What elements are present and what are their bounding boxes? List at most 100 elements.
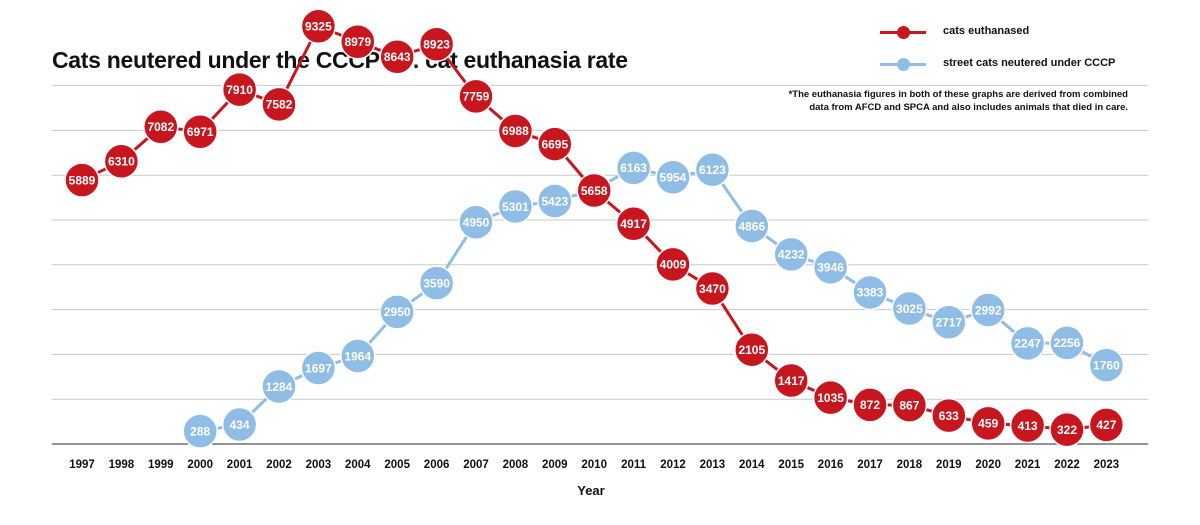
series-layer: 288 434 1284 1697 1964 2950 3590 4950 5301 5423 56… <box>64 8 1125 449</box>
data-label: 6123 <box>699 163 726 177</box>
data-label: 7910 <box>226 83 253 97</box>
data-label: 459 <box>978 417 998 431</box>
x-tick-label: 2017 <box>857 459 883 471</box>
data-label: 3946 <box>817 261 844 275</box>
data-label: 6695 <box>541 137 568 151</box>
data-point <box>418 265 455 301</box>
data-label: 3470 <box>699 282 726 296</box>
data-point <box>734 208 770 244</box>
footnote-line: data from AFCD and SPCA and also include… <box>809 102 1128 113</box>
data-label: 2247 <box>1014 337 1041 351</box>
data-point <box>1049 325 1085 361</box>
data-label: 633 <box>939 409 959 423</box>
data-label: 6988 <box>502 124 529 138</box>
data-point <box>852 387 888 423</box>
series-cats-euthanased: 5889 6310 7082 6971 7910 7582 9325 8979 8643 8923… <box>64 8 1125 448</box>
data-point <box>458 204 494 240</box>
x-tick-label: 2007 <box>463 459 489 471</box>
x-tick-label: 2009 <box>542 459 568 471</box>
data-point <box>1049 411 1085 448</box>
data-point <box>458 78 494 115</box>
data-point <box>182 413 218 449</box>
series-line <box>199 166 1108 433</box>
data-point <box>300 8 337 44</box>
data-point <box>379 39 415 75</box>
data-point <box>615 150 652 186</box>
data-point <box>221 406 258 443</box>
data-point <box>852 274 888 311</box>
data-label: 2992 <box>975 303 1002 317</box>
data-label: 4232 <box>778 248 805 262</box>
data-label: 4950 <box>463 216 490 230</box>
x-tick-label: 1997 <box>69 459 95 471</box>
data-point <box>655 246 691 283</box>
x-tick-label: 2003 <box>306 459 332 471</box>
data-point <box>891 387 928 423</box>
data-label: 427 <box>1096 418 1116 432</box>
data-point <box>379 294 415 330</box>
data-label: 8643 <box>384 50 411 64</box>
data-label: 322 <box>1057 423 1077 437</box>
data-label: 3025 <box>896 302 923 316</box>
x-tick-label: 2015 <box>778 459 804 471</box>
data-label: 5889 <box>69 173 96 187</box>
x-tick-label: 2010 <box>581 459 607 471</box>
data-point <box>221 71 258 108</box>
x-tick-label: 2022 <box>1054 459 1080 471</box>
data-point <box>340 338 376 374</box>
data-point <box>261 368 297 405</box>
data-label: 6310 <box>108 155 135 169</box>
data-point <box>418 26 455 62</box>
data-point <box>734 331 770 368</box>
data-label: 434 <box>230 418 250 432</box>
data-point <box>497 188 534 225</box>
legend-swatch-dot <box>897 58 910 71</box>
x-tick-label: 2008 <box>503 459 529 471</box>
series-street-cats-neutered: 288 434 1284 1697 1964 2950 3590 4950 5301 5423 56… <box>182 150 1125 449</box>
data-point <box>497 113 534 149</box>
data-point <box>340 23 376 60</box>
data-label: 6971 <box>187 125 214 139</box>
x-tick-label: 2021 <box>1015 459 1041 471</box>
footnote: *The euthanasia figures in both of these… <box>708 88 1128 114</box>
data-point <box>300 350 337 386</box>
data-label: 7759 <box>463 90 490 104</box>
data-point <box>1009 407 1046 444</box>
x-tick-label: 2004 <box>345 459 371 471</box>
data-point <box>1088 347 1125 383</box>
data-label: 5954 <box>660 171 687 185</box>
chart-title: Cats neutered under the CCCP Vs. cat eut… <box>52 47 628 73</box>
data-point <box>812 379 849 416</box>
data-point <box>537 183 573 219</box>
data-point <box>261 86 297 123</box>
legend-label-street-cats-neutered: street cats neutered under CCCP <box>943 57 1116 69</box>
data-label: 5658 <box>581 184 608 198</box>
data-label: 8979 <box>344 35 371 49</box>
data-point <box>773 236 809 273</box>
x-tick-label: 2006 <box>424 459 450 471</box>
data-label: 3383 <box>857 286 884 300</box>
data-point <box>970 405 1006 442</box>
data-point <box>694 151 731 188</box>
data-point <box>182 113 218 150</box>
data-point <box>1088 407 1125 443</box>
x-tick-label: 2018 <box>897 459 923 471</box>
x-tick-label: 2001 <box>227 459 253 471</box>
data-point <box>1009 325 1046 362</box>
x-tick-label: 2005 <box>384 459 410 471</box>
data-label: 867 <box>899 398 919 412</box>
legend-swatch-dot <box>897 26 910 39</box>
data-point <box>64 162 100 198</box>
data-label: 288 <box>190 424 210 438</box>
x-tick-label: 2019 <box>936 459 962 471</box>
data-point <box>537 126 573 162</box>
data-label: 7082 <box>147 120 174 134</box>
data-label: 1417 <box>778 374 805 388</box>
data-point <box>655 159 691 196</box>
x-axis: 1997 1998 1999 2000 2001 2002 2003 2004 2005 2006… <box>52 443 1148 471</box>
data-label: 413 <box>1018 419 1038 433</box>
data-point <box>694 270 731 307</box>
data-label: 1760 <box>1093 358 1120 372</box>
data-label: 5423 <box>541 194 568 208</box>
data-label: 4866 <box>738 219 765 233</box>
